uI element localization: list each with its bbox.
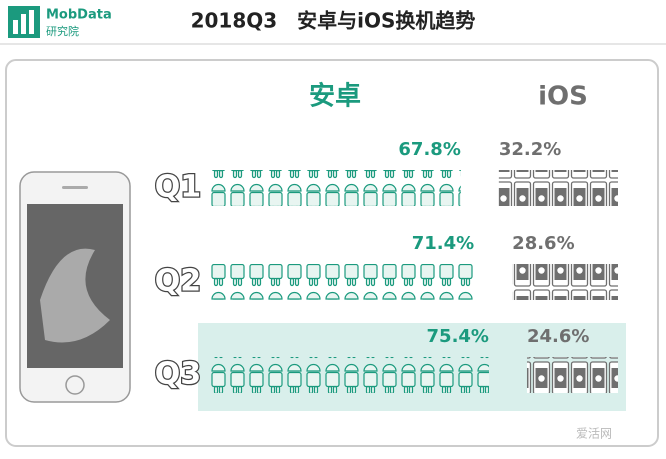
watermark: 爱活网: [576, 427, 612, 441]
category-label: Q1: [155, 170, 201, 205]
legend-label: 安卓: [309, 82, 361, 112]
value-label: 24.6%: [527, 326, 589, 347]
logo-bar: [13, 20, 18, 34]
category-label: Q3: [155, 357, 201, 392]
home-button: [65, 375, 85, 395]
category-label: Q2: [155, 264, 201, 299]
header: [0, 0, 666, 44]
value-label: 67.8%: [398, 139, 460, 160]
value-label: 75.4%: [427, 326, 489, 347]
android-bar: [210, 357, 489, 393]
legend-label: iOS: [538, 82, 588, 112]
value-label: 28.6%: [512, 233, 574, 254]
ios-bar: [512, 264, 618, 300]
brand-name: MobData: [46, 8, 112, 23]
ios-bar: [526, 357, 618, 393]
speaker: [62, 186, 88, 189]
brand-sub: 研究院: [46, 24, 79, 38]
chart-title: 2018Q3 安卓与iOS换机趋势: [191, 9, 476, 33]
logo-bar: [29, 10, 34, 34]
ios-bar: [498, 170, 618, 206]
android-bar: [210, 170, 461, 206]
value-label: 32.2%: [499, 139, 561, 160]
logo-bar: [21, 14, 26, 34]
android-bar: [210, 264, 475, 300]
screen-art: [40, 248, 110, 343]
plot: 安卓 iOS Q1 67.8% 32.2% Q2 71.4% 28.6% Q3 75.4% 24.6…: [154, 82, 618, 393]
value-label: 71.4%: [412, 233, 474, 254]
